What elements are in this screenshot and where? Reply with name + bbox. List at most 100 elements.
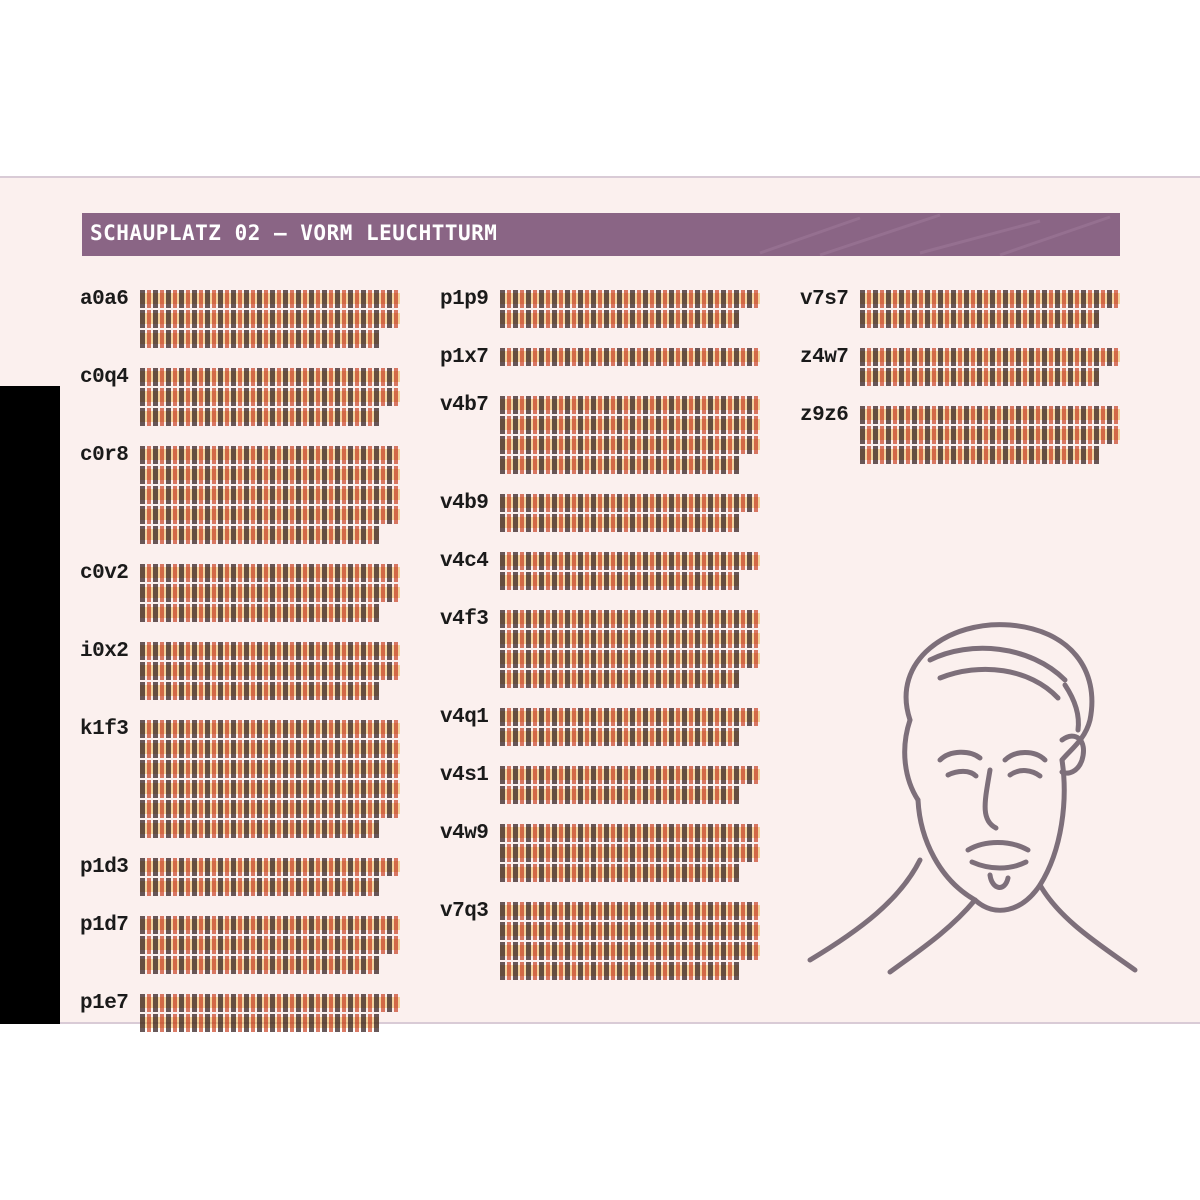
entry-text-block (860, 348, 1120, 388)
entry-text-block (140, 446, 400, 546)
entry-code: a0a6 (80, 288, 129, 311)
text-line (140, 642, 400, 660)
text-line (500, 962, 740, 980)
entry-text-block (140, 290, 400, 350)
text-line (140, 330, 380, 348)
entry-code: v4w9 (440, 822, 489, 845)
text-line (500, 708, 760, 726)
text-line (140, 682, 380, 700)
text-line (500, 728, 740, 746)
text-line (140, 584, 400, 602)
entry-text-block (140, 564, 400, 624)
text-line (140, 1014, 380, 1032)
book-spine (0, 386, 60, 1024)
entry-code: z9z6 (800, 404, 849, 427)
entry-code: i0x2 (80, 640, 129, 663)
text-line (500, 348, 760, 366)
text-line (140, 466, 400, 484)
text-line (500, 922, 760, 940)
text-line (500, 902, 760, 920)
entry-code: v4f3 (440, 608, 489, 631)
entry-code: k1f3 (80, 718, 129, 741)
entry-code: p1d3 (80, 856, 129, 879)
text-line (500, 844, 760, 862)
text-line (860, 446, 1100, 464)
entry-code: v4b9 (440, 492, 489, 515)
text-line (140, 760, 400, 778)
entry-text-block (140, 642, 400, 702)
text-line (500, 396, 760, 414)
text-line (140, 994, 400, 1012)
entry-code: v4c4 (440, 550, 489, 573)
text-line (140, 858, 400, 876)
text-line (500, 494, 760, 512)
text-line (860, 426, 1120, 444)
entry-text-block (140, 368, 400, 428)
entry-text-block (500, 494, 760, 534)
text-line (140, 916, 400, 934)
entry-text-block (140, 994, 400, 1034)
text-line (140, 290, 400, 308)
entry-text-block (500, 708, 760, 748)
entry-text-block (500, 610, 760, 690)
brush-stroke-decoration (759, 213, 1111, 256)
text-line (140, 604, 380, 622)
text-line (140, 506, 400, 524)
entry-text-block (140, 720, 400, 840)
text-line (860, 368, 1100, 386)
text-line (140, 662, 400, 680)
text-line (500, 436, 760, 454)
text-line (860, 310, 1100, 328)
entry-text-block (500, 396, 760, 476)
text-line (500, 824, 760, 842)
text-line (500, 942, 760, 960)
entry-code: v4s1 (440, 764, 489, 787)
text-line (140, 740, 400, 758)
text-line (140, 878, 380, 896)
entry-code: p1e7 (80, 992, 129, 1015)
entry-code: p1d7 (80, 914, 129, 937)
entry-column-3: v7s7 z4w7 z9z6 (800, 288, 1130, 978)
text-line (140, 780, 400, 798)
entry-text-block (140, 916, 400, 976)
entry-code: c0q4 (80, 366, 129, 389)
text-line (140, 956, 380, 974)
text-line (140, 526, 380, 544)
text-line (140, 800, 400, 818)
entry-text-block (500, 552, 760, 592)
section-header: SCHAUPLATZ 02 — VORM LEUCHTTURM (82, 213, 1120, 256)
text-line (140, 408, 380, 426)
text-line (500, 572, 740, 590)
entry-code: z4w7 (800, 346, 849, 369)
text-line (860, 348, 1120, 366)
entry-code: p1p9 (440, 288, 489, 311)
entry-text-block (500, 824, 760, 884)
text-line (500, 766, 760, 784)
text-line (140, 936, 400, 954)
entry-text-block (140, 858, 400, 898)
text-line (500, 514, 740, 532)
text-line (140, 720, 400, 738)
entry-text-block (500, 902, 760, 982)
text-line (500, 864, 740, 882)
text-line (500, 456, 740, 474)
text-line (500, 310, 740, 328)
section-title: SCHAUPLATZ 02 — VORM LEUCHTTURM (90, 221, 498, 245)
text-line (860, 290, 1120, 308)
text-line (140, 368, 400, 386)
entry-text-block (500, 766, 760, 806)
text-line (140, 486, 400, 504)
text-line (860, 406, 1120, 424)
text-line (140, 820, 380, 838)
text-line (500, 416, 760, 434)
entry-column-2: p1p9 p1x7 v4b7 v4b9 v4c4 v4f3 v4q1 v4s1 v4w9 v7q3 (440, 288, 770, 980)
entry-code: v4q1 (440, 706, 489, 729)
entry-text-block (500, 348, 760, 368)
entry-column-1: a0a6 c0q4 c0r8 c0v2 i0x2 k1f3 p1d3 p1d7 p1e7 (80, 288, 410, 1032)
text-line (500, 552, 760, 570)
entry-code: v7q3 (440, 900, 489, 923)
text-line (500, 290, 760, 308)
text-line (500, 670, 740, 688)
character-portrait (807, 622, 1138, 975)
entry-code: c0r8 (80, 444, 129, 467)
